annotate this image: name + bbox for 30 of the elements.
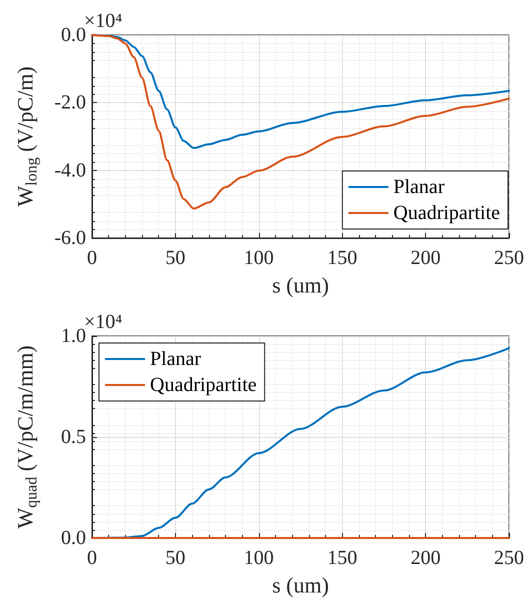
- y-tick-label: -4.0: [54, 159, 86, 182]
- legend-label: Planar: [393, 176, 445, 198]
- x-axis-title: s (um): [272, 572, 329, 598]
- y-tick-label: -2.0: [54, 92, 86, 114]
- legend-label: Quadripartite: [150, 374, 257, 396]
- line-series: [91, 347, 510, 539]
- x-tick-label: 150: [327, 247, 358, 269]
- y-tick-label: 1.0: [61, 325, 86, 347]
- x-tick-label: 0: [87, 247, 97, 269]
- y-tick-label: -6.0: [54, 227, 86, 249]
- x-axis-title: s (um): [272, 272, 329, 298]
- y-tick-label: 0.0: [61, 24, 86, 46]
- y-tick-label: 0.0: [61, 527, 86, 549]
- y-tick-label: 0.5: [61, 426, 86, 448]
- y-axis-title: Wlong (V/pC/m): [12, 66, 40, 207]
- x-tick-label: 50: [165, 547, 186, 569]
- x-tick-label: 0: [87, 547, 97, 569]
- x-tick-label: 200: [410, 247, 441, 269]
- x-tick-label: 100: [244, 547, 274, 569]
- x-tick-label: 200: [410, 547, 441, 569]
- text: ×10⁴: [84, 10, 122, 32]
- text: ×10⁴: [84, 311, 122, 333]
- y-axis-title: Wquad (V/pC/m/mm): [12, 345, 40, 529]
- x-tick-label: 50: [165, 247, 186, 269]
- x-tick-label: 100: [244, 247, 274, 269]
- legend-label: Planar: [150, 348, 202, 370]
- x-tick-label: 250: [494, 547, 524, 569]
- legend-label: Quadripartite: [393, 202, 500, 224]
- x-tick-label: 150: [327, 547, 358, 569]
- x-tick-label: 250: [494, 247, 524, 269]
